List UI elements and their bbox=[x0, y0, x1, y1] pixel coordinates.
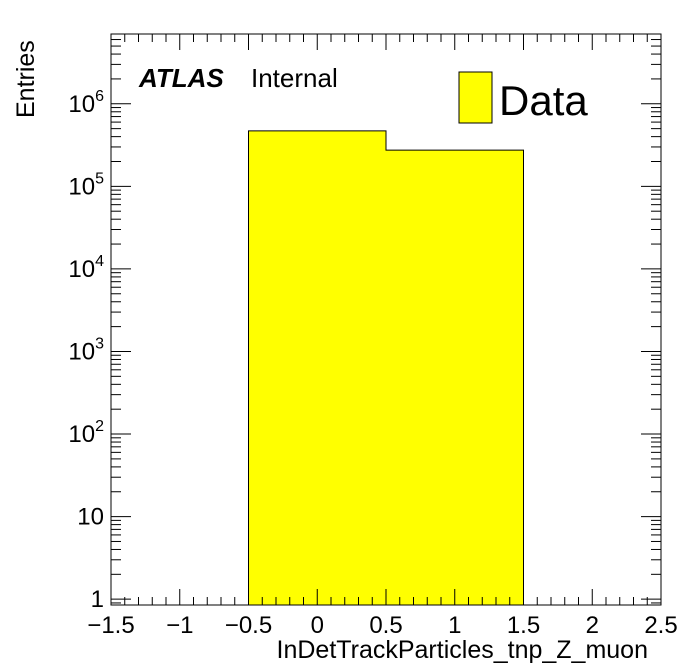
x-tick-label: 1.5 bbox=[507, 612, 540, 639]
x-tick-label: 2 bbox=[586, 612, 599, 639]
y-tick-label: 10 bbox=[77, 504, 104, 531]
x-tick-label: −0.5 bbox=[225, 612, 272, 639]
histogram-bar-1 bbox=[386, 150, 524, 606]
y-axis-label: Entries bbox=[12, 40, 40, 118]
x-tick-label: −1.5 bbox=[87, 612, 134, 639]
x-tick-label: −1 bbox=[166, 612, 193, 639]
y-tick-label: 1 bbox=[91, 586, 104, 613]
x-tick-label: 0.5 bbox=[369, 612, 402, 639]
y-tick-label: 105 bbox=[68, 170, 104, 200]
x-axis-label: InDetTrackParticles_tnp_Z_muon bbox=[277, 636, 648, 664]
y-axis-ticks: 1 10 102 103 104 105 106 bbox=[68, 33, 661, 613]
legend: Data bbox=[458, 71, 588, 124]
x-tick-label: 0 bbox=[311, 612, 324, 639]
legend-swatch-data bbox=[458, 71, 493, 124]
atlas-label: ATLAS bbox=[138, 63, 224, 93]
internal-label: Internal bbox=[251, 63, 338, 93]
histogram-outline bbox=[248, 130, 524, 605]
y-tick-label: 106 bbox=[68, 88, 104, 118]
y-tick-label: 103 bbox=[68, 335, 104, 365]
histogram-bar-0 bbox=[248, 130, 386, 605]
y-tick-label: 102 bbox=[68, 418, 104, 448]
x-axis-ticks: −1.5 −1 −0.5 0 0.5 1 1.5 2 2.5 bbox=[87, 34, 678, 639]
y-tick-label: 104 bbox=[68, 253, 104, 283]
x-tick-label: 2.5 bbox=[644, 612, 677, 639]
x-tick-label: 1 bbox=[448, 612, 461, 639]
legend-label-data: Data bbox=[499, 77, 588, 124]
histogram-bars bbox=[248, 130, 524, 606]
